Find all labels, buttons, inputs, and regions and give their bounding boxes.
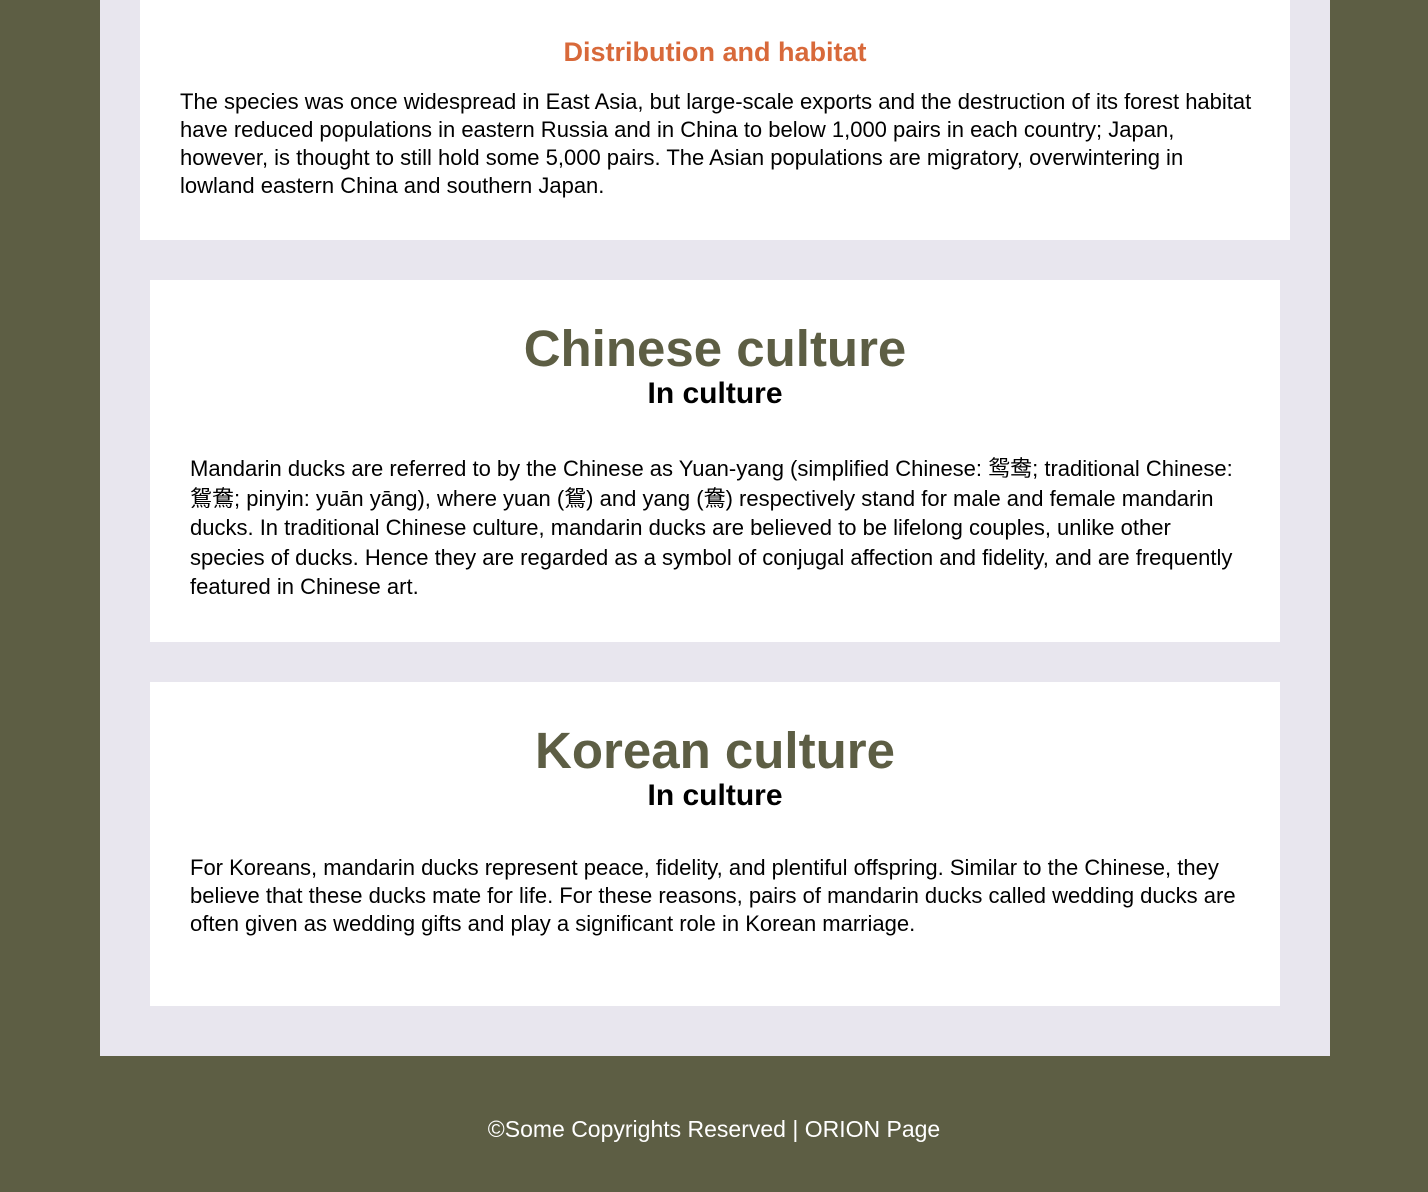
content-area: Distribution and habitat The species was… (100, 0, 1330, 1056)
korean-culture-paragraph: For Koreans, mandarin ducks represent pe… (190, 855, 1236, 936)
footer-copyright: ©Some Copyrights Reserved | ORION Page (487, 1116, 941, 1142)
korean-culture-subheading: In culture (647, 779, 783, 812)
korean-culture-heading: Korean culture (535, 722, 895, 779)
chinese-culture-paragraph: Mandarin ducks are referred to by the Ch… (190, 456, 1233, 599)
chinese-culture-card: Chinese culture In culture Mandarin duck… (150, 280, 1280, 642)
habitat-heading: Distribution and habitat (563, 37, 867, 67)
habitat-card: Distribution and habitat The species was… (140, 0, 1290, 240)
habitat-paragraph: The species was once widespread in East … (180, 89, 1252, 198)
korean-culture-card: Korean culture In culture For Koreans, m… (150, 682, 1280, 1006)
chinese-culture-heading: Chinese culture (523, 320, 907, 377)
chinese-culture-subheading: In culture (647, 377, 783, 410)
